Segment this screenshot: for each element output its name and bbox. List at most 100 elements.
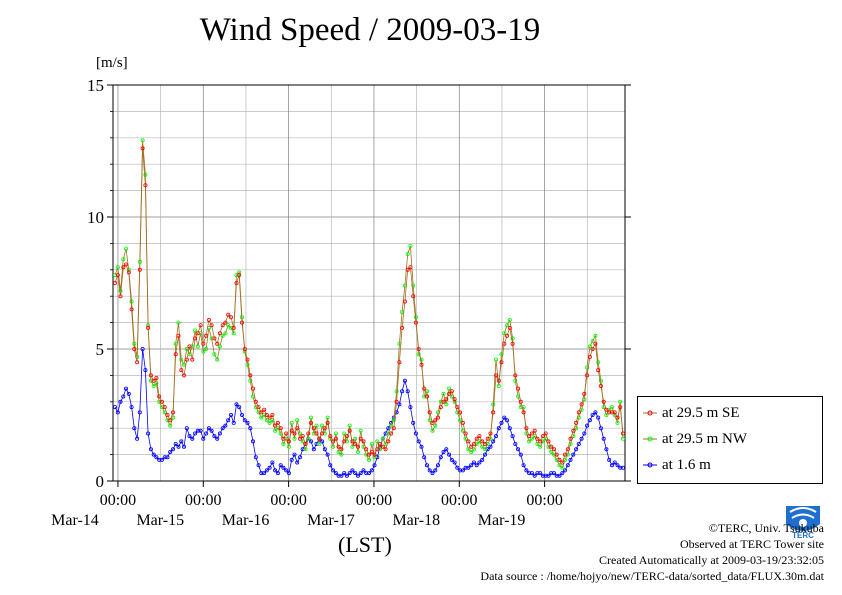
series-point-2 <box>529 471 534 476</box>
series-point-0 <box>527 434 532 439</box>
series-point-0 <box>121 265 126 270</box>
series-point-0 <box>427 410 432 415</box>
series-point-0 <box>306 431 311 436</box>
series-point-1 <box>281 441 286 446</box>
series-point-1 <box>527 439 532 444</box>
series-point-1 <box>176 320 181 325</box>
series-point-2 <box>560 471 565 476</box>
series-point-0 <box>540 434 545 439</box>
series-point-2 <box>209 428 214 433</box>
series-point-0 <box>435 415 440 420</box>
series-point-2 <box>532 473 537 478</box>
series-point-2 <box>540 473 545 478</box>
series-point-2 <box>342 471 347 476</box>
series-point-0 <box>469 444 474 449</box>
series-point-1 <box>504 323 509 328</box>
series-point-2 <box>394 410 399 415</box>
series-point-1 <box>308 415 313 420</box>
series-point-0 <box>471 441 476 446</box>
series-point-2 <box>256 463 261 468</box>
series-point-0 <box>151 378 156 383</box>
x-tick-time-label: 00:00 <box>100 492 136 509</box>
series-point-0 <box>198 323 203 328</box>
data-source-text: Data source : /home/hojyo/new/TERC-data/… <box>480 569 824 583</box>
series-point-2 <box>234 402 239 407</box>
x-tick-date-label: Mar-18 <box>392 512 440 529</box>
series-point-0 <box>253 399 258 404</box>
series-point-1 <box>507 317 512 322</box>
series-point-1 <box>366 457 371 462</box>
series-point-1 <box>538 444 543 449</box>
series-point-0 <box>394 399 399 404</box>
series-point-2 <box>281 465 286 470</box>
series-point-0 <box>604 407 609 412</box>
series-point-0 <box>242 346 247 351</box>
series-point-0 <box>521 410 526 415</box>
series-point-0 <box>408 265 413 270</box>
series-point-1 <box>333 431 338 436</box>
series-point-0 <box>347 428 352 433</box>
series-point-1 <box>552 452 557 457</box>
series-point-2 <box>339 473 344 478</box>
series-point-2 <box>383 431 388 436</box>
series-point-2 <box>187 434 192 439</box>
series-point-2 <box>615 463 620 468</box>
series-point-2 <box>571 452 576 457</box>
series-point-2 <box>538 471 543 476</box>
series-point-0 <box>124 262 129 267</box>
series-point-0 <box>449 389 454 394</box>
legend-marker-se <box>643 410 657 416</box>
series-point-1 <box>201 349 206 354</box>
series-point-1 <box>245 362 250 367</box>
series-point-0 <box>126 270 131 275</box>
series-point-1 <box>419 357 424 362</box>
series-point-2 <box>565 463 570 468</box>
series-point-0 <box>289 428 294 433</box>
series-point-1 <box>618 399 623 404</box>
series-point-0 <box>157 394 162 399</box>
series-point-2 <box>333 471 338 476</box>
series-point-0 <box>565 447 570 452</box>
series-point-1 <box>154 381 159 386</box>
series-point-1 <box>143 172 148 177</box>
series-point-1 <box>215 357 220 362</box>
series-point-0 <box>447 391 452 396</box>
series-point-1 <box>267 420 272 425</box>
series-point-0 <box>259 410 264 415</box>
series-point-0 <box>377 441 382 446</box>
series-point-0 <box>220 323 225 328</box>
series-point-0 <box>281 436 286 441</box>
series-point-0 <box>474 436 479 441</box>
series-point-2 <box>231 420 236 425</box>
series-point-1 <box>535 441 540 446</box>
series-point-2 <box>375 455 380 460</box>
series-point-0 <box>405 267 410 272</box>
series-point-1 <box>488 436 493 441</box>
series-point-1 <box>353 436 358 441</box>
series-point-0 <box>162 405 167 410</box>
series-point-0 <box>596 368 601 373</box>
series-point-0 <box>143 183 148 188</box>
series-point-2 <box>411 420 416 425</box>
series-point-2 <box>568 457 573 462</box>
series-point-0 <box>333 436 338 441</box>
series-point-0 <box>466 439 471 444</box>
series-point-2 <box>132 426 137 431</box>
series-point-2 <box>366 471 371 476</box>
series-point-2 <box>286 471 291 476</box>
series-point-1 <box>416 352 421 357</box>
series-point-0 <box>587 354 592 359</box>
series-point-1 <box>369 441 374 446</box>
series-point-0 <box>350 439 355 444</box>
series-point-0 <box>535 436 540 441</box>
series-point-2 <box>585 423 590 428</box>
series-point-0 <box>190 357 195 362</box>
series-point-1 <box>364 452 369 457</box>
series-point-0 <box>292 431 297 436</box>
series-point-1 <box>493 357 498 362</box>
series-point-0 <box>496 378 501 383</box>
series-point-0 <box>424 394 429 399</box>
series-point-0 <box>438 405 443 410</box>
y-tick-label: 15 <box>87 76 104 95</box>
series-point-2 <box>121 394 126 399</box>
